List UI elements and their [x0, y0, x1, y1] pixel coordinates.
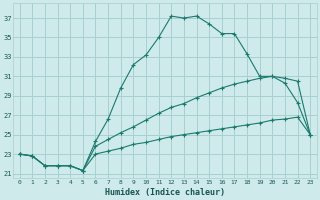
X-axis label: Humidex (Indice chaleur): Humidex (Indice chaleur) [105, 188, 225, 197]
